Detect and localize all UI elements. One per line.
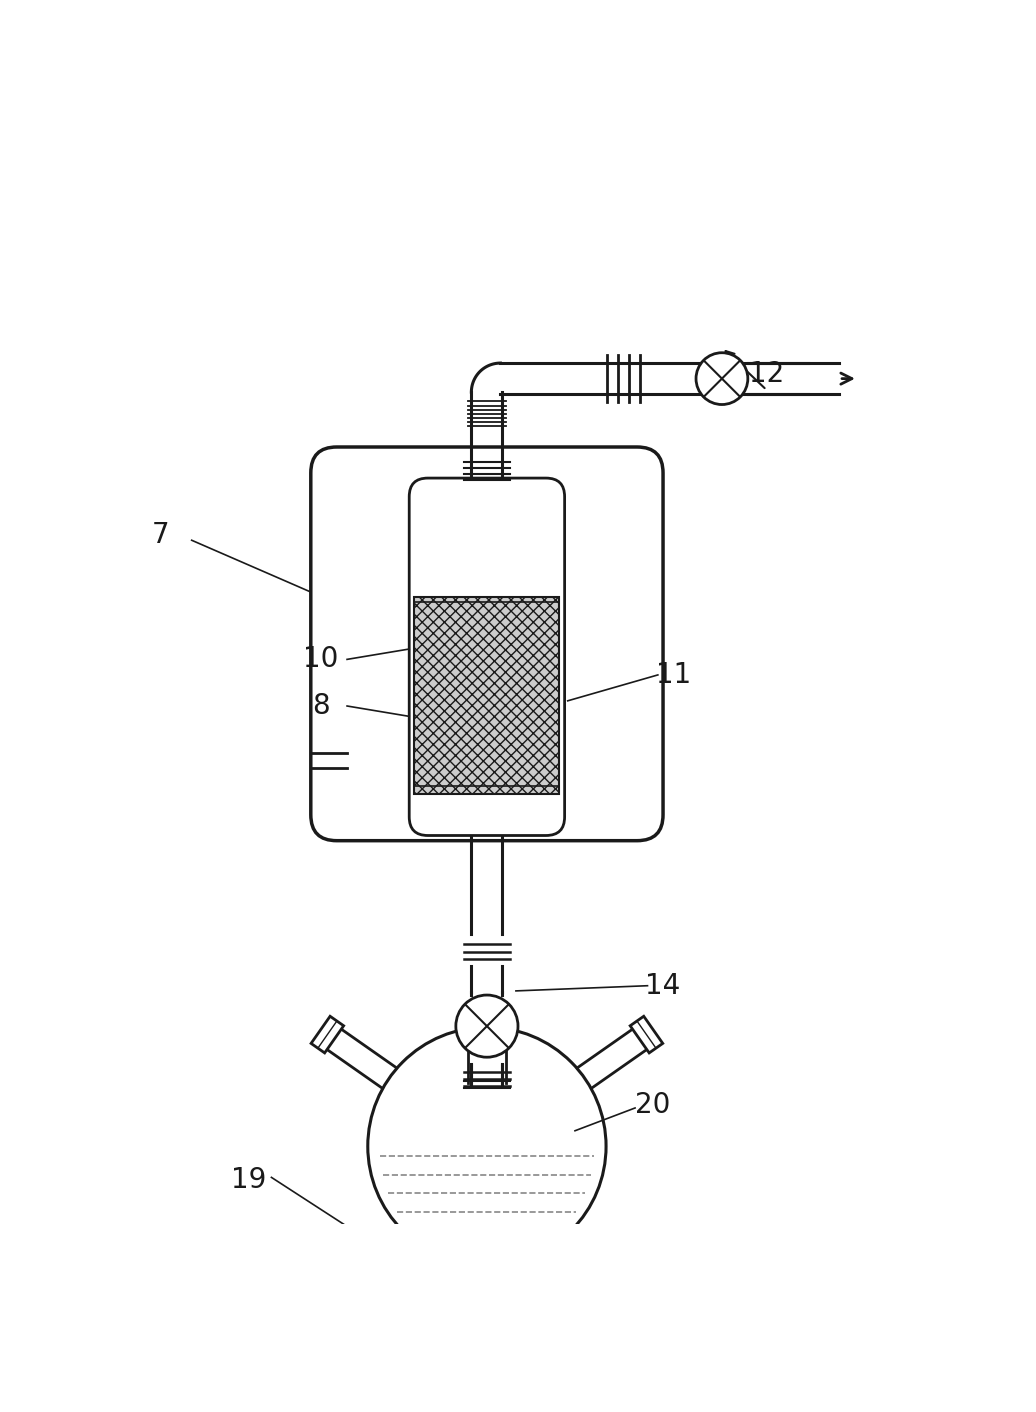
Circle shape (368, 1027, 606, 1265)
Polygon shape (311, 1017, 344, 1053)
Text: 20: 20 (635, 1091, 670, 1118)
Bar (414, 597, 559, 794)
Circle shape (456, 995, 518, 1058)
Text: 7: 7 (151, 521, 170, 549)
Bar (414, 597, 559, 794)
Text: 19: 19 (231, 1166, 266, 1195)
Text: 10: 10 (304, 645, 339, 674)
Text: 11: 11 (656, 661, 691, 689)
FancyBboxPatch shape (409, 479, 565, 836)
Circle shape (696, 353, 748, 404)
FancyBboxPatch shape (311, 448, 663, 840)
Polygon shape (630, 1017, 663, 1053)
Text: 8: 8 (312, 692, 330, 720)
Text: 12: 12 (749, 360, 784, 388)
Text: 14: 14 (645, 971, 681, 1000)
